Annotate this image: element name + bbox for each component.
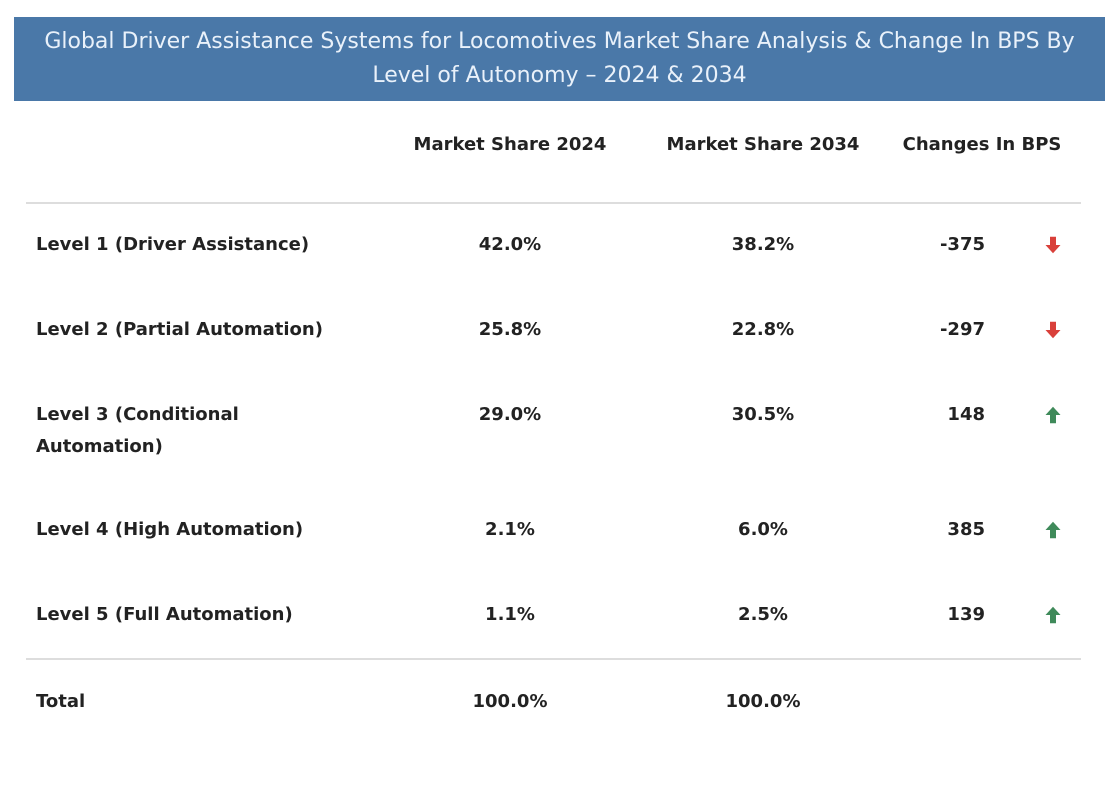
share-2024: 2.1% [485,519,535,540]
share-2034: 30.5% [731,404,795,425]
arrow-down-icon [1041,232,1065,258]
row-label: Level 5 (Full Automation) [36,604,293,625]
arrow-up-icon [1041,402,1065,428]
arrow-up-icon [1041,517,1065,543]
arrow-up-icon [1041,602,1065,628]
col-header-bps: Changes In BPS [902,134,1062,155]
share-2034: 2.5% [738,604,788,625]
row-label: Level 4 (High Automation) [36,519,304,540]
row-label: Level 2 (Partial Automation) [36,319,323,340]
share-2024: 42.0% [478,234,542,255]
bps-change: -375 [939,234,985,255]
arrow-down-icon [1041,317,1065,343]
share-2034: 22.8% [731,319,795,340]
bps-change: 148 [947,404,985,425]
total-label: Total [36,691,86,712]
row-label: Level 1 (Driver Assistance) [36,234,310,255]
total-2034: 100.0% [725,691,801,712]
header-divider [26,202,1081,204]
share-2034: 6.0% [738,519,788,540]
total-divider [26,658,1081,660]
total-2024: 100.0% [472,691,548,712]
share-2034: 38.2% [731,234,795,255]
row-label: Level 3 (Conditional Automation) [36,404,239,457]
bps-change: 139 [947,604,985,625]
bps-change: 385 [947,519,985,540]
share-2024: 1.1% [485,604,535,625]
share-2024: 29.0% [478,404,542,425]
col-header-2024: Market Share 2024 [413,134,607,155]
bps-change: -297 [939,319,985,340]
share-2024: 25.8% [478,319,542,340]
col-header-2034: Market Share 2034 [666,134,860,155]
title-banner: Global Driver Assistance Systems for Loc… [14,17,1105,101]
